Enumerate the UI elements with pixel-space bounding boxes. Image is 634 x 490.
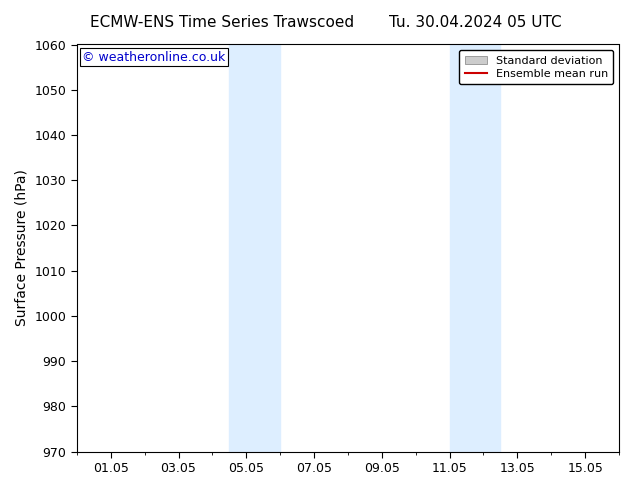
Legend: Standard deviation, Ensemble mean run: Standard deviation, Ensemble mean run [459, 50, 614, 84]
Text: Tu. 30.04.2024 05 UTC: Tu. 30.04.2024 05 UTC [389, 15, 562, 30]
Text: ECMW-ENS Time Series Trawscoed: ECMW-ENS Time Series Trawscoed [90, 15, 354, 30]
Bar [230, 45, 280, 452]
Bar [450, 45, 500, 452]
Text: © weatheronline.co.uk: © weatheronline.co.uk [82, 50, 226, 64]
Y-axis label: Surface Pressure (hPa): Surface Pressure (hPa) [15, 170, 29, 326]
